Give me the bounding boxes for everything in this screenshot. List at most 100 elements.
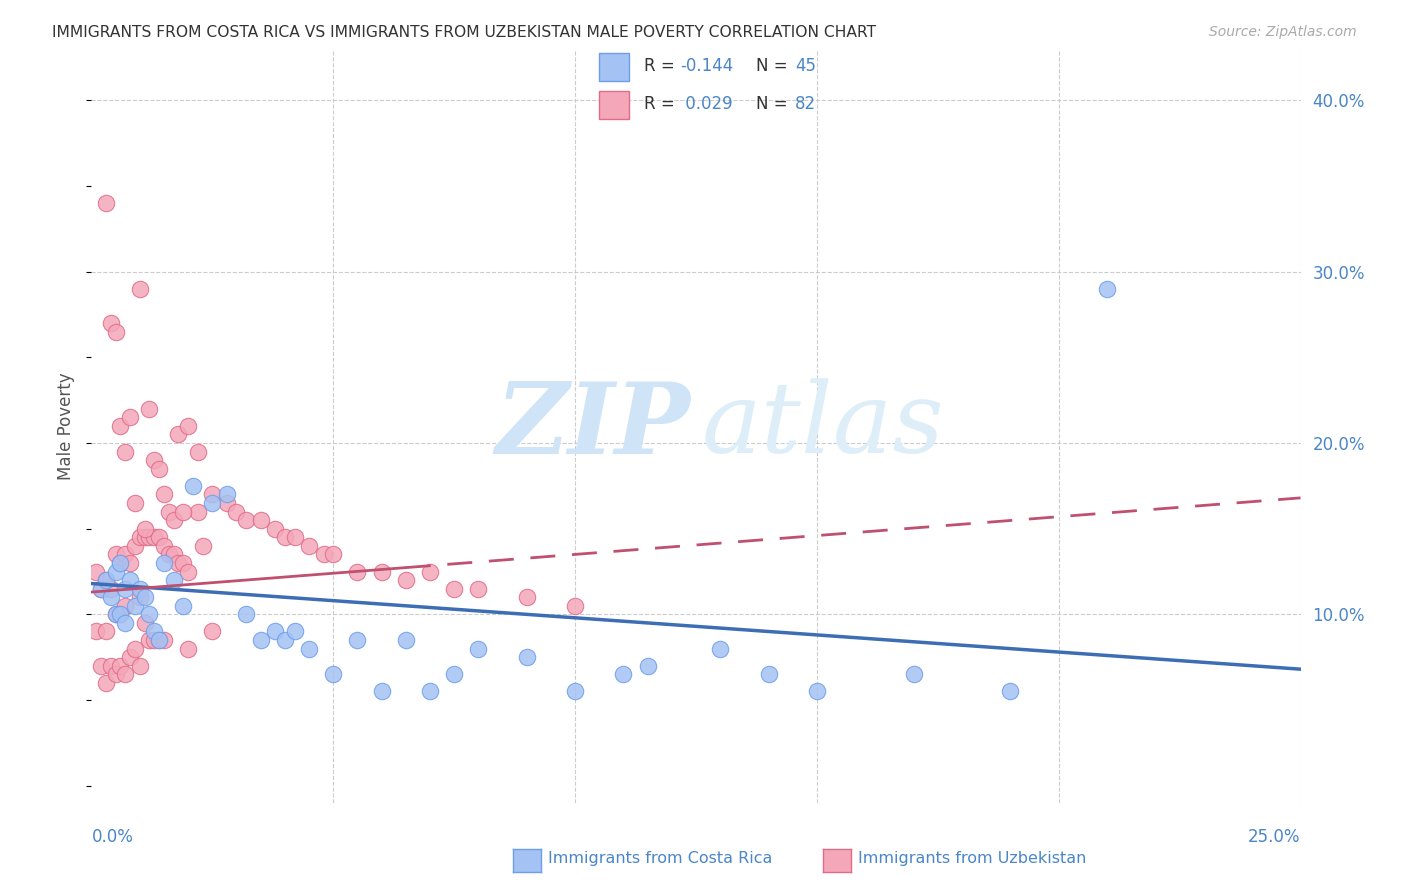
- Point: [709, 641, 731, 656]
- Point: [564, 684, 586, 698]
- Point: [128, 582, 150, 596]
- Point: [143, 633, 166, 648]
- Point: [191, 539, 214, 553]
- Point: [274, 530, 297, 544]
- Point: [187, 505, 209, 519]
- Point: [104, 667, 127, 681]
- Point: [467, 641, 489, 656]
- Text: Immigrants from Uzbekistan: Immigrants from Uzbekistan: [858, 851, 1085, 865]
- Point: [201, 487, 224, 501]
- Point: [322, 548, 344, 562]
- Point: [138, 530, 160, 544]
- Point: [114, 444, 136, 458]
- Point: [110, 556, 132, 570]
- Point: [128, 658, 150, 673]
- Point: [124, 599, 146, 613]
- Point: [283, 624, 305, 639]
- Point: [134, 615, 156, 630]
- Point: [564, 599, 586, 613]
- Point: [110, 607, 132, 622]
- Point: [264, 624, 287, 639]
- Point: [249, 633, 271, 648]
- Point: [249, 513, 271, 527]
- Point: [370, 565, 392, 579]
- Point: [100, 582, 122, 596]
- Point: [120, 650, 142, 665]
- Point: [235, 607, 257, 622]
- Point: [100, 658, 122, 673]
- Point: [100, 316, 122, 330]
- Point: [94, 624, 117, 639]
- Point: [157, 548, 180, 562]
- Point: [395, 633, 418, 648]
- Point: [162, 573, 184, 587]
- Point: [94, 676, 117, 690]
- Text: Source: ZipAtlas.com: Source: ZipAtlas.com: [1209, 25, 1357, 39]
- Point: [167, 556, 190, 570]
- Point: [134, 522, 156, 536]
- Point: [143, 453, 166, 467]
- Text: N =: N =: [756, 95, 793, 113]
- Point: [177, 565, 200, 579]
- Point: [110, 556, 132, 570]
- Point: [274, 633, 297, 648]
- Point: [283, 530, 305, 544]
- Point: [94, 196, 117, 211]
- Point: [157, 505, 180, 519]
- Point: [467, 582, 489, 596]
- Point: [124, 539, 146, 553]
- Text: -0.144: -0.144: [681, 57, 734, 75]
- Point: [143, 530, 166, 544]
- Point: [312, 548, 335, 562]
- Point: [172, 505, 194, 519]
- Text: atlas: atlas: [702, 378, 945, 474]
- Point: [903, 667, 925, 681]
- Point: [172, 556, 194, 570]
- Point: [395, 573, 418, 587]
- Point: [104, 607, 127, 622]
- Point: [94, 573, 117, 587]
- Point: [128, 591, 150, 605]
- Point: [201, 496, 224, 510]
- Point: [124, 496, 146, 510]
- Point: [215, 496, 238, 510]
- Point: [110, 658, 132, 673]
- Point: [104, 607, 127, 622]
- Point: [138, 633, 160, 648]
- Point: [215, 487, 238, 501]
- Point: [148, 633, 170, 648]
- Text: Immigrants from Costa Rica: Immigrants from Costa Rica: [548, 851, 773, 865]
- Text: 0.0%: 0.0%: [91, 828, 134, 846]
- Point: [128, 530, 150, 544]
- Point: [346, 565, 368, 579]
- Point: [100, 591, 122, 605]
- Point: [134, 591, 156, 605]
- Point: [419, 565, 441, 579]
- Point: [322, 667, 344, 681]
- Point: [370, 684, 392, 698]
- Bar: [599, 54, 628, 81]
- Point: [235, 513, 257, 527]
- Point: [516, 591, 538, 605]
- Point: [84, 624, 107, 639]
- Point: [153, 539, 176, 553]
- Point: [90, 582, 112, 596]
- Point: [114, 548, 136, 562]
- Point: [110, 607, 132, 622]
- Point: [114, 599, 136, 613]
- Point: [153, 633, 176, 648]
- Point: [419, 684, 441, 698]
- Point: [181, 479, 204, 493]
- Point: [138, 401, 160, 416]
- Point: [90, 658, 112, 673]
- Point: [120, 556, 142, 570]
- Text: ZIP: ZIP: [495, 377, 690, 475]
- Point: [84, 565, 107, 579]
- Point: [138, 607, 160, 622]
- Point: [153, 556, 176, 570]
- Point: [162, 548, 184, 562]
- Point: [443, 582, 465, 596]
- Text: 82: 82: [796, 95, 817, 113]
- Point: [134, 530, 156, 544]
- Point: [201, 624, 224, 639]
